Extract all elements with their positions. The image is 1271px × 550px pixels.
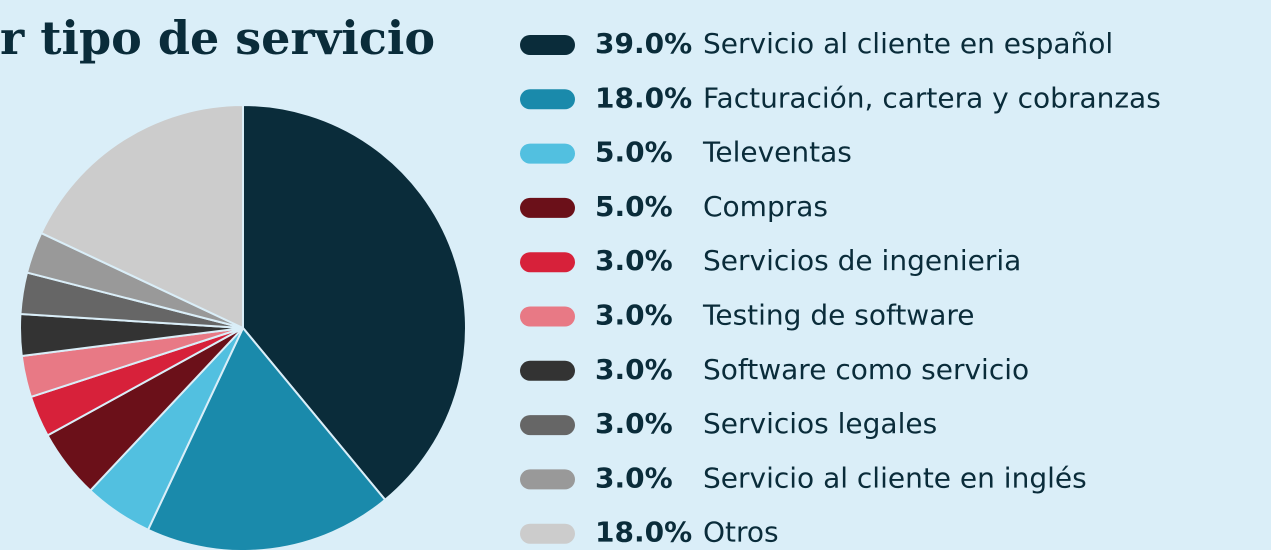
legend-value: 3.0% bbox=[595, 299, 673, 332]
chart-title: r tipo de servicio bbox=[0, 11, 435, 65]
legend-value: 39.0% bbox=[595, 27, 692, 60]
legend-swatch bbox=[520, 143, 575, 164]
legend-label: Otros bbox=[703, 516, 779, 549]
legend-label: Testing de software bbox=[702, 299, 974, 332]
legend-swatch bbox=[520, 360, 575, 381]
legend-value: 3.0% bbox=[595, 244, 673, 277]
legend-value: 3.0% bbox=[595, 407, 673, 440]
legend-value: 3.0% bbox=[595, 353, 673, 386]
legend-value: 3.0% bbox=[595, 461, 673, 494]
legend-swatch bbox=[520, 469, 575, 490]
legend-swatch bbox=[520, 306, 575, 327]
legend-value: 18.0% bbox=[595, 81, 692, 114]
legend-value: 5.0% bbox=[595, 136, 673, 169]
legend-label: Compras bbox=[703, 190, 828, 223]
legend-swatch bbox=[520, 252, 575, 273]
legend-swatch bbox=[520, 523, 575, 544]
legend-label: Televentas bbox=[702, 136, 852, 169]
pie-slice bbox=[39, 103, 244, 330]
legend-value: 18.0% bbox=[595, 516, 692, 549]
legend-label: Servicio al cliente en inglés bbox=[703, 461, 1087, 494]
legend-label: Servicio al cliente en español bbox=[703, 27, 1113, 60]
legend-swatch bbox=[520, 89, 575, 110]
pie-slice bbox=[242, 103, 467, 502]
legend-label: Servicios legales bbox=[703, 407, 937, 440]
legend-label: Facturación, cartera y cobranzas bbox=[703, 81, 1161, 114]
legend-label: Servicios de ingenieria bbox=[703, 244, 1021, 277]
legend-swatch bbox=[520, 35, 575, 55]
legend-value: 5.0% bbox=[595, 190, 673, 223]
legend-swatch bbox=[520, 415, 575, 436]
legend-label: Software como servicio bbox=[703, 353, 1029, 386]
pie-slice bbox=[146, 326, 387, 550]
legend-swatch bbox=[520, 197, 575, 218]
